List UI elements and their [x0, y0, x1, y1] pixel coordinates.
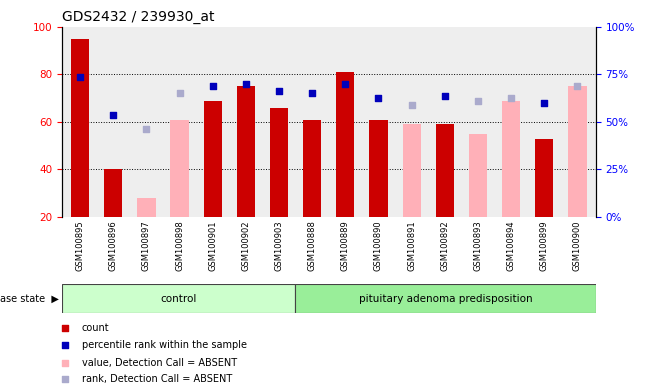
Text: disease state  ▶: disease state ▶ — [0, 293, 59, 304]
Bar — [171, 119, 189, 217]
Text: GSM100896: GSM100896 — [109, 220, 118, 271]
Text: GSM100891: GSM100891 — [407, 220, 416, 271]
Bar — [204, 101, 222, 217]
Text: GSM100899: GSM100899 — [540, 220, 549, 271]
Text: GSM100894: GSM100894 — [506, 220, 516, 271]
Bar — [436, 124, 454, 217]
Point — [466, 26, 477, 32]
Point — [241, 81, 251, 87]
Text: percentile rank within the sample: percentile rank within the sample — [81, 340, 247, 350]
Bar — [336, 72, 354, 217]
Bar — [104, 169, 122, 217]
Point — [75, 74, 85, 80]
Text: GSM100888: GSM100888 — [308, 220, 316, 271]
Point — [466, 331, 477, 338]
Point — [466, 185, 477, 191]
Bar — [369, 119, 387, 217]
Text: control: control — [160, 293, 197, 304]
Point — [108, 112, 118, 118]
Bar — [71, 39, 89, 217]
Text: GSM100898: GSM100898 — [175, 220, 184, 271]
Bar — [303, 119, 322, 217]
Point — [506, 95, 516, 101]
Bar — [402, 124, 421, 217]
Point — [439, 93, 450, 99]
Text: GSM100902: GSM100902 — [242, 220, 251, 271]
Bar — [62, 284, 296, 313]
Text: GSM100893: GSM100893 — [473, 220, 482, 271]
Text: GSM100889: GSM100889 — [341, 220, 350, 271]
Point — [307, 90, 318, 96]
Point — [274, 88, 284, 94]
Text: GSM100892: GSM100892 — [440, 220, 449, 271]
Point — [208, 83, 218, 89]
Bar — [535, 139, 553, 217]
Point — [406, 102, 417, 108]
Bar — [137, 198, 156, 217]
Bar — [568, 86, 587, 217]
Point — [473, 98, 483, 104]
Text: GSM100900: GSM100900 — [573, 220, 582, 271]
Bar — [270, 108, 288, 217]
Text: GSM100890: GSM100890 — [374, 220, 383, 271]
Point — [539, 100, 549, 106]
Text: GSM100901: GSM100901 — [208, 220, 217, 271]
Point — [340, 81, 350, 87]
Text: rank, Detection Call = ABSENT: rank, Detection Call = ABSENT — [81, 374, 232, 384]
Text: GSM100895: GSM100895 — [76, 220, 85, 271]
Text: GSM100897: GSM100897 — [142, 220, 151, 271]
Point — [174, 90, 185, 96]
Bar — [296, 284, 596, 313]
Text: value, Detection Call = ABSENT: value, Detection Call = ABSENT — [81, 358, 237, 368]
Point — [572, 83, 583, 89]
Bar — [469, 134, 487, 217]
Text: GDS2432 / 239930_at: GDS2432 / 239930_at — [62, 10, 214, 25]
Bar — [502, 101, 520, 217]
Point — [373, 95, 383, 101]
Text: GSM100903: GSM100903 — [275, 220, 284, 271]
Text: pituitary adenoma predisposition: pituitary adenoma predisposition — [359, 293, 533, 304]
Text: count: count — [81, 323, 109, 333]
Point — [141, 126, 152, 132]
Bar — [237, 86, 255, 217]
